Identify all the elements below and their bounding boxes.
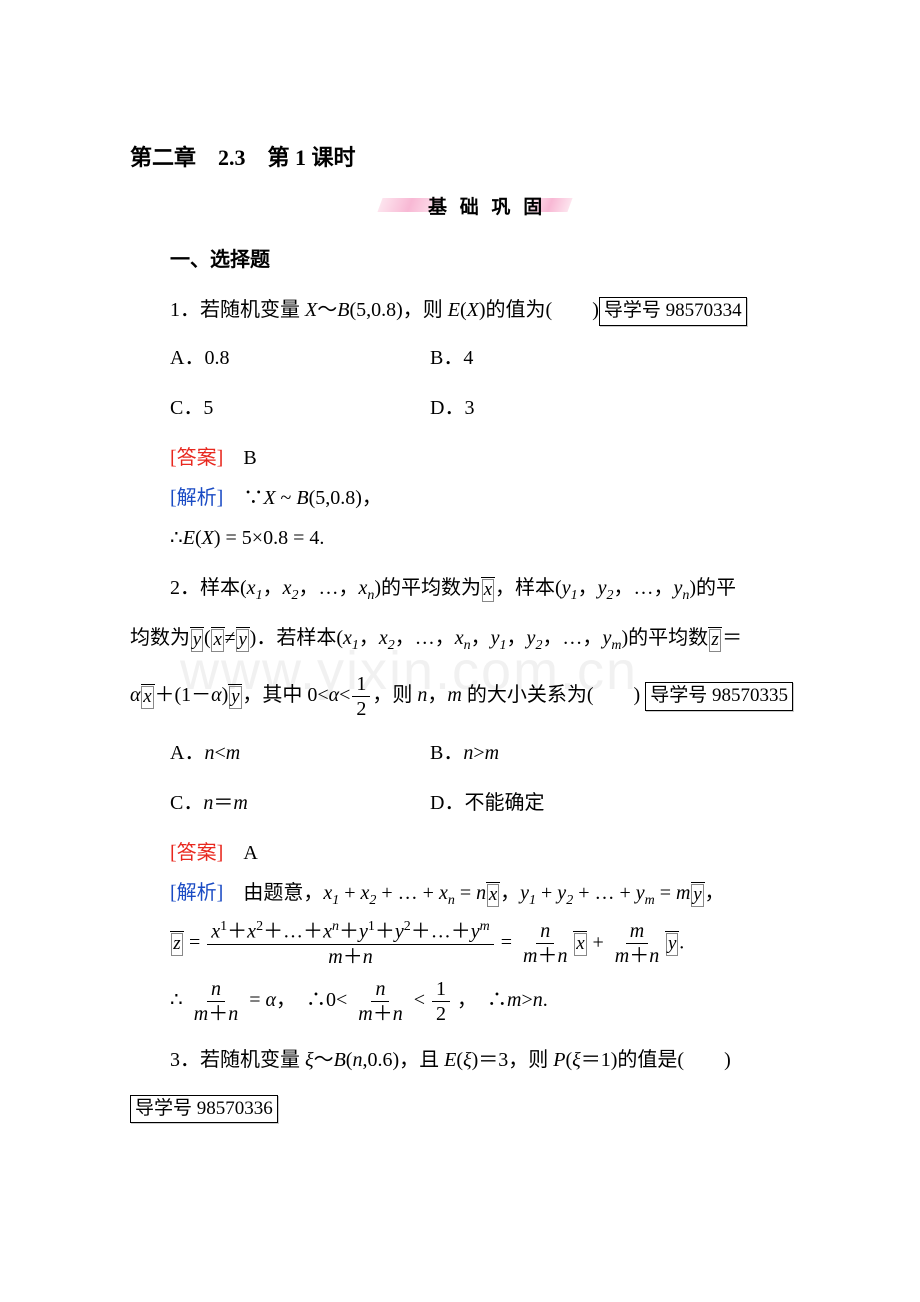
banner: 基 础 巩 固 [130, 192, 820, 218]
option-a: A．0.8 [170, 338, 430, 378]
options-2: A．n<m B．n>m [170, 733, 820, 773]
chapter-title: 第二章 2.3 第 1 课时 [130, 140, 820, 172]
daoxue-box: 导学号 98570336 [130, 1095, 278, 1124]
problem-2b: 均数为y(x≠y)．若样本(x1，x2，…，xn，y1，y2，…，ym)的平均数… [130, 618, 820, 660]
answer-1: [答案] B [170, 438, 820, 478]
option-c: C．n＝m [170, 783, 430, 823]
option-b: B．n>m [430, 733, 499, 773]
explanation-1b: ∴E(X) = 5×0.8 = 4. [170, 518, 820, 558]
problem-3: 3．若随机变量 ξ～B(n,0.6)，且 E(ξ)＝3，则 P(ξ＝1)的值是(… [130, 1040, 820, 1080]
explanation-2b: z = x1＋x2＋…＋xn＋y1＋y2＋…＋ymm＋n = nm＋nx + m… [170, 915, 820, 973]
option-b: B．4 [430, 338, 473, 378]
options-1: A．0.8 B．4 [170, 338, 820, 378]
problem-1: 1．若随机变量 X～B(5,0.8)，则 E(X)的值为( )导学号 98570… [130, 290, 820, 330]
banner-text: 基 础 巩 固 [428, 192, 546, 219]
daoxue-box: 导学号 98570335 [645, 682, 793, 711]
problem-3b: 导学号 98570336 [130, 1088, 820, 1128]
problem-2c: αx＋(1－α)y，其中 0<α<12，则 n，m 的大小关系为( ) 导学号 … [130, 668, 820, 725]
section-title: 一、选择题 [170, 243, 820, 272]
explanation-2a: [解析] 由题意，x1 + x2 + … + xn = nx，y1 + y2 +… [170, 873, 820, 915]
problem-2: 2．样本(x1，x2，…，xn)的平均数为x，样本(y1，y2，…，yn)的平 [130, 568, 820, 610]
options-1b: C．5 D．3 [170, 388, 820, 428]
option-a: A．n<m [170, 733, 430, 773]
option-c: C．5 [170, 388, 430, 428]
option-d: D．3 [430, 388, 474, 428]
explanation-2c: ∴ nm＋n = α， ∴0< nm＋n < 12 ， ∴m>n. [170, 973, 820, 1030]
explanation-1a: [解析] ∵X ~ B(5,0.8)， [170, 478, 820, 518]
option-d: D．不能确定 [430, 783, 544, 823]
daoxue-box: 导学号 98570334 [599, 297, 747, 326]
answer-2: [答案] A [170, 833, 820, 873]
options-2b: C．n＝m D．不能确定 [170, 783, 820, 823]
